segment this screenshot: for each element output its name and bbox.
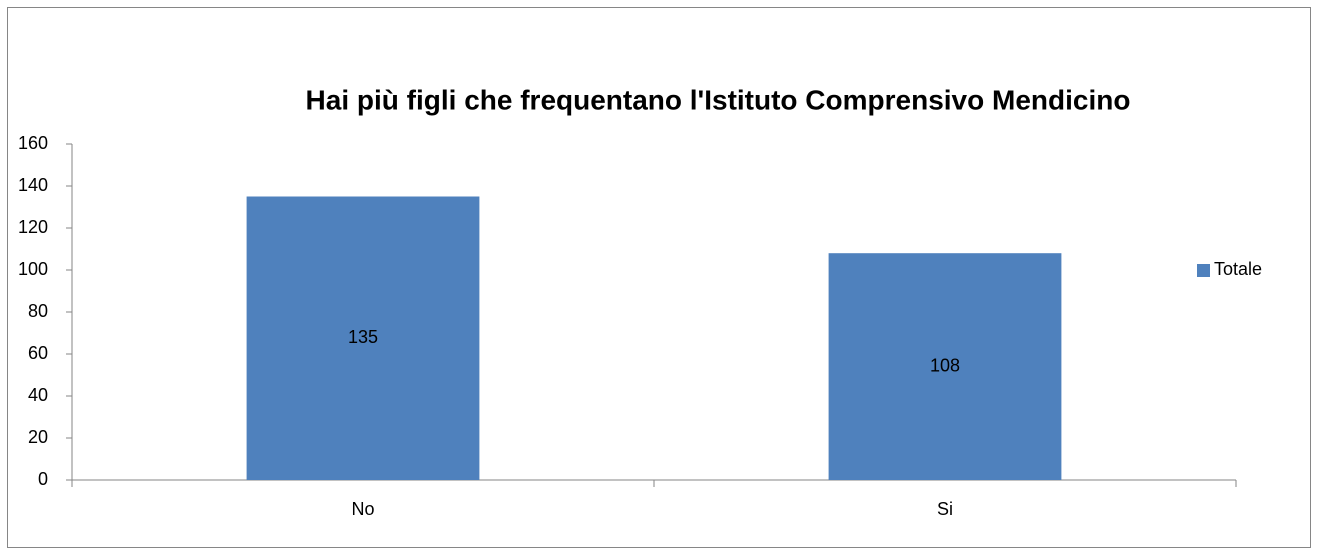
y-tick-label: 60 — [28, 343, 48, 363]
chart-title: Hai più figli che frequentano l'Istituto… — [306, 84, 1131, 115]
x-tick-label: Si — [937, 499, 953, 519]
data-label: 108 — [930, 355, 960, 375]
y-tick-label: 0 — [38, 469, 48, 489]
y-tick-label: 160 — [18, 133, 48, 153]
bar — [828, 253, 1062, 480]
legend-swatch — [1197, 264, 1210, 277]
chart-border — [7, 7, 1311, 548]
y-tick-label: 140 — [18, 175, 48, 195]
y-tick-label: 20 — [28, 427, 48, 447]
legend-label: Totale — [1214, 259, 1262, 279]
bar — [246, 196, 480, 480]
x-tick-label: No — [351, 499, 374, 519]
data-label: 135 — [348, 327, 378, 347]
y-tick-label: 40 — [28, 385, 48, 405]
y-tick-label: 120 — [18, 217, 48, 237]
y-tick-label: 80 — [28, 301, 48, 321]
y-tick-label: 100 — [18, 259, 48, 279]
